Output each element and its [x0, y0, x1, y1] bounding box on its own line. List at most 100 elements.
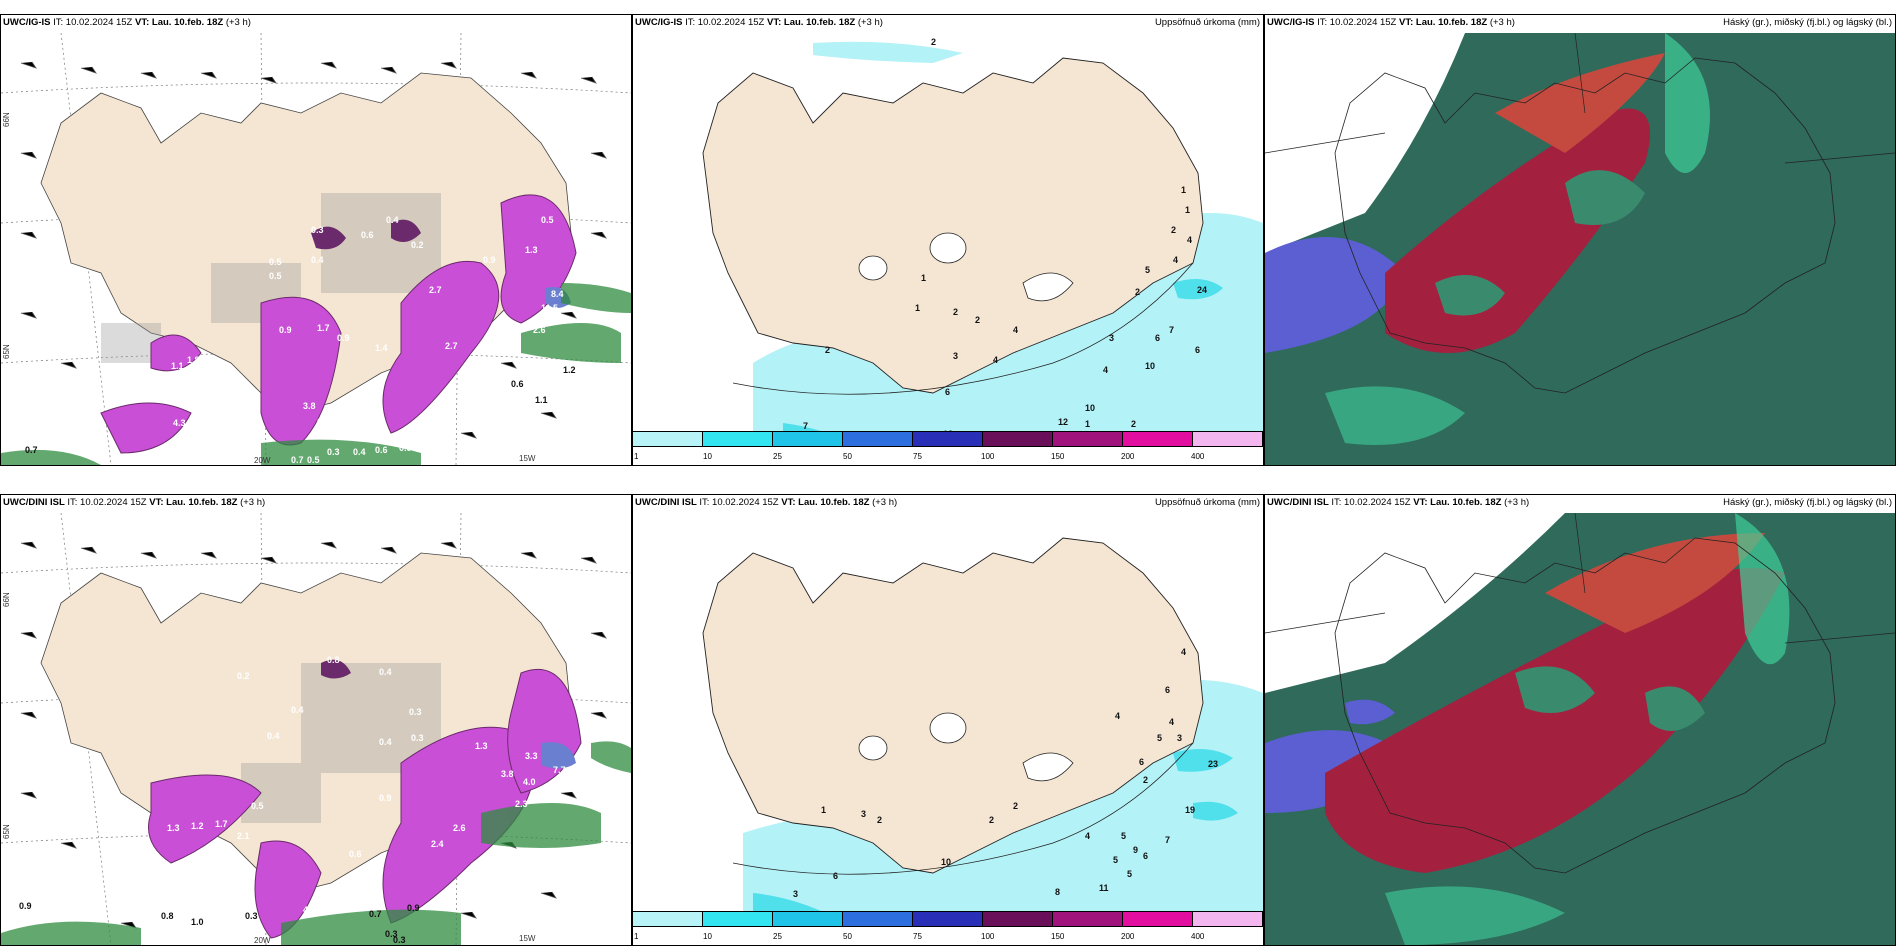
accum-value: 2: [1135, 287, 1140, 297]
colorbar-swatch: [703, 911, 773, 927]
precip-value: 0.4: [386, 215, 399, 225]
colorbar-tick: 75: [913, 932, 922, 941]
accum-value: 6: [1143, 851, 1148, 861]
panel-title: UWC/IG-IS IT: 10.02.2024 15Z VT: Lau. 10…: [3, 17, 251, 28]
accum-value: 5: [1121, 831, 1126, 841]
accum-value: 2: [931, 37, 936, 47]
colorbar-swatch: [913, 431, 983, 447]
precip-value: 2.1: [237, 831, 250, 841]
accum-value: 2: [989, 815, 994, 825]
iceland-land: [702, 537, 1204, 874]
accum-value: 6: [1155, 333, 1160, 343]
precip-value: 1.6: [155, 889, 168, 899]
lon-label: 15W: [519, 454, 536, 463]
precip-value: 1.4: [375, 343, 388, 353]
accum-precip-map: 2 1 2 2 4 3 4 2 6 7 13 9 12 10 2 1 10 4 …: [633, 33, 1263, 447]
precip-value: 0.4: [183, 437, 196, 447]
precip-value: 1.8: [187, 355, 200, 365]
precip-value: 2.6: [453, 823, 466, 833]
precip-value: 0.6: [511, 379, 524, 389]
panel-right-title: Uppsöfnuð úrkoma (mm): [1154, 497, 1260, 508]
precip-value: 2.4: [431, 839, 444, 849]
panel-ig-cloud: UWC/IG-IS IT: 10.02.2024 15Z VT: Lau. 10…: [1264, 14, 1896, 466]
colorbar-tick: 75: [913, 452, 922, 461]
precip-value: 0.2: [237, 671, 250, 681]
precip-value: 0.5: [487, 369, 500, 379]
accum-value: 7: [1165, 835, 1170, 845]
precip-value: 1.2: [563, 365, 576, 375]
accum-value: 7: [1169, 325, 1174, 335]
precip-value: 0.5: [307, 455, 320, 465]
accum-value: 6: [1165, 685, 1170, 695]
precip-value: 0.9: [399, 443, 412, 453]
panel-right-title: Háský (gr.), miðský (fj.bl.) og lágský (…: [1723, 17, 1892, 28]
colorbar-tick: 400: [1191, 452, 1205, 461]
colorbar-tick: 25: [773, 452, 782, 461]
precip-value: 0.9: [407, 903, 420, 913]
accum-value: 10: [1145, 361, 1155, 371]
accum-value: 4: [1013, 325, 1018, 335]
accum-precip-map: 1 3 2 2 2 6 3 10 9 8 11 5 5 9 4 5 6 7 23…: [633, 513, 1263, 927]
colorbar-swatch: [633, 911, 703, 927]
colorbar-tick: 10: [703, 452, 712, 461]
accum-value: 4: [1187, 235, 1192, 245]
accum-value: 2: [825, 345, 830, 355]
colorbar-swatch: [843, 431, 913, 447]
colorbar-swatch: [1123, 431, 1193, 447]
precip-value: 4.0: [523, 777, 536, 787]
accum-value: 1: [1085, 419, 1090, 429]
accum-value: 2: [1131, 419, 1136, 429]
cloud-map: [1265, 513, 1895, 945]
precip-value: 0.9: [19, 901, 32, 911]
panel-dini-accum: UWC/DINI ISL IT: 10.02.2024 15Z VT: Lau.…: [632, 494, 1264, 946]
lon-label: 20W: [254, 456, 271, 465]
precip-value: 1.0: [191, 917, 204, 927]
colorbar-tick: 200: [1121, 932, 1135, 941]
accum-value: 4: [1115, 711, 1120, 721]
iceland-outline: [1334, 57, 1836, 394]
panel-title: UWC/IG-IS IT: 10.02.2024 15Z VT: Lau. 10…: [1267, 17, 1515, 28]
precip-value: 1.1: [535, 395, 548, 405]
precip-value: 0.4: [379, 667, 392, 677]
colorbar-tick: 150: [1051, 932, 1065, 941]
precip-value: 1.1: [171, 361, 184, 371]
accum-value: 5: [1145, 265, 1150, 275]
colorbar-swatch: [983, 431, 1053, 447]
accum-value: 2: [877, 815, 882, 825]
panel-right-title: Háský (gr.), miðský (fj.bl.) og lágský (…: [1723, 497, 1892, 508]
precip-value: 0.4: [311, 255, 324, 265]
precip-value: 4.3: [173, 418, 186, 428]
precip-value: 0.9: [483, 255, 496, 265]
precip-value: 0.8: [327, 655, 340, 665]
lat-label: 65N: [2, 824, 11, 839]
accum-value: 3: [793, 889, 798, 899]
precip-value: 1.0: [491, 335, 504, 345]
colorbar-tick: 1: [634, 452, 639, 461]
accum-value: 4: [1173, 255, 1178, 265]
precip-value: 0.5: [251, 801, 264, 811]
precip-value: 0.6: [375, 445, 388, 455]
colorbar-swatch: [1053, 911, 1123, 927]
precip-value: 8.4: [551, 289, 564, 299]
accum-value: 5: [1127, 869, 1132, 879]
iceland-land: [702, 57, 1204, 394]
colorbar-tick: 100: [981, 932, 995, 941]
colorbar-tick: 100: [981, 452, 995, 461]
precip-value: 0.6: [361, 230, 374, 240]
precip-value: 3.3: [525, 751, 538, 761]
iceland-outline: [1334, 537, 1836, 874]
accum-value: 11: [1099, 883, 1109, 893]
precip-value: 0.3: [411, 733, 424, 743]
accum-value: 2: [1013, 801, 1018, 811]
accum-value: 2: [1171, 225, 1176, 235]
accum-value: 10: [1085, 403, 1095, 413]
precip-value: 1.7: [317, 323, 330, 333]
colorbar-swatch: [1123, 911, 1193, 927]
accum-value: 2: [953, 307, 958, 317]
accum-value: 2: [975, 315, 980, 325]
precip-value: 0.9: [337, 333, 350, 343]
precip-value: 0.4: [267, 731, 280, 741]
precip-value: 1.3: [525, 245, 538, 255]
precip-value: 0.7: [291, 455, 304, 465]
colorbar-tick: 50: [843, 932, 852, 941]
